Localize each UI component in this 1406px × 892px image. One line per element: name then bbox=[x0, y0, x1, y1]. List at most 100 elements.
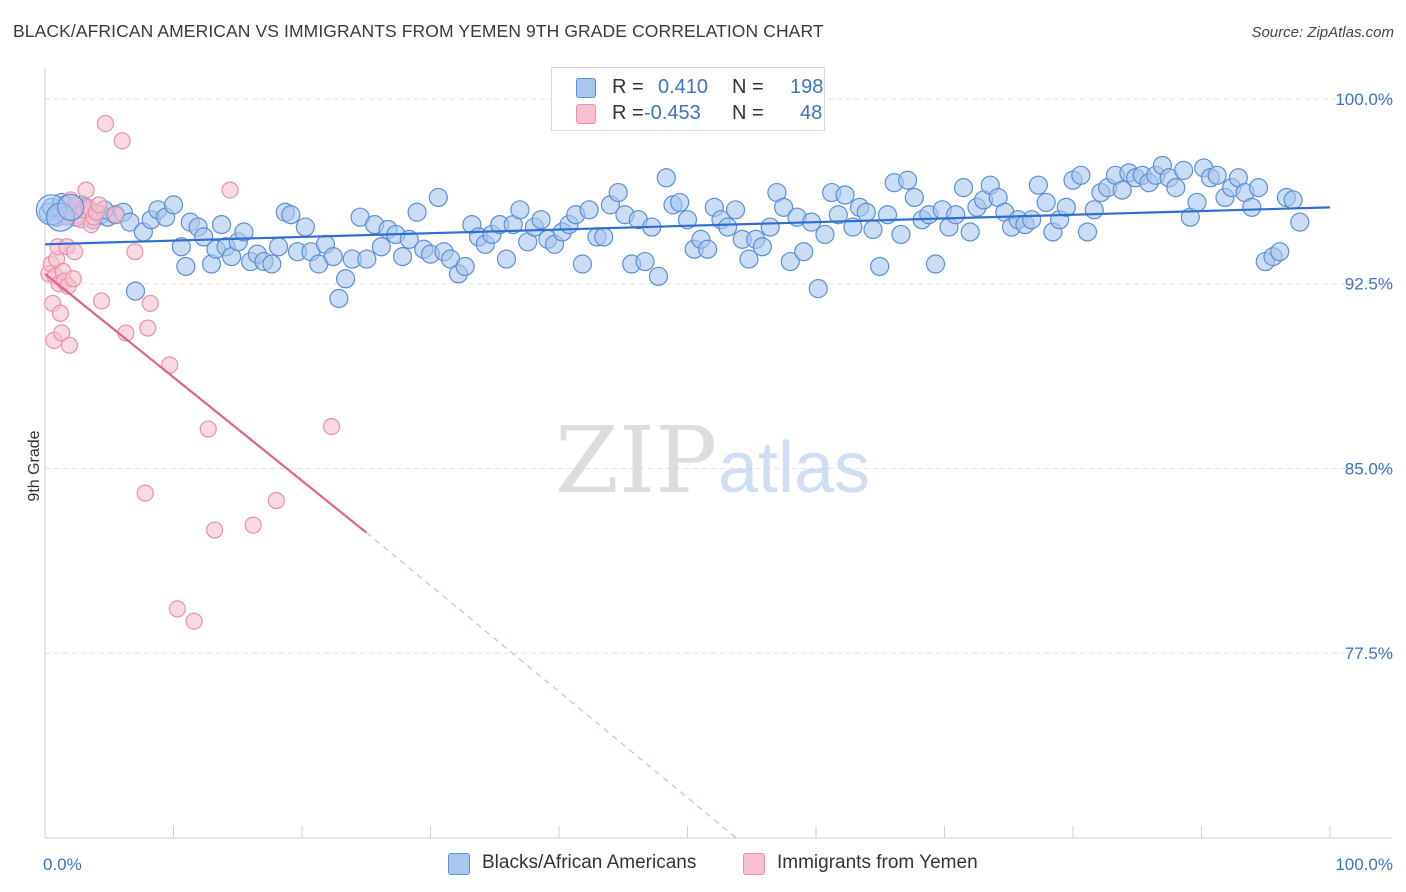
blacks-point bbox=[794, 242, 814, 262]
blacks-point bbox=[1283, 190, 1303, 210]
legend-r-value: -0.453 bbox=[644, 102, 701, 124]
blacks-point bbox=[428, 187, 448, 208]
y-tick-label: 85.0% bbox=[1345, 459, 1393, 478]
bottom-legend-label: Immigrants from Yemen bbox=[777, 852, 978, 873]
blacks-point bbox=[496, 249, 517, 269]
yemen-point bbox=[139, 319, 157, 337]
legend-n-label: N = bbox=[732, 102, 764, 124]
y-tick-label: 92.5% bbox=[1345, 275, 1393, 294]
blacks-point bbox=[1174, 160, 1194, 180]
blacks-point bbox=[835, 185, 855, 205]
blacks-point bbox=[1290, 212, 1310, 232]
blacks-point bbox=[670, 192, 690, 213]
blacks-point bbox=[1187, 192, 1207, 213]
blacks-point bbox=[335, 269, 356, 289]
blacks-point bbox=[725, 200, 746, 220]
legend-r-value: 0.410 bbox=[658, 76, 709, 98]
blacks-point bbox=[572, 254, 593, 274]
y-axis-label: 9th Grade bbox=[26, 430, 43, 502]
watermark-atlas: atlas bbox=[718, 428, 870, 508]
blacks-point bbox=[608, 182, 628, 203]
blacks-point bbox=[863, 219, 883, 240]
blacks-point bbox=[1028, 175, 1048, 195]
blacks-point bbox=[1077, 222, 1098, 242]
blacks-point bbox=[455, 256, 475, 277]
blacks-point bbox=[1166, 178, 1186, 198]
blacks-point bbox=[407, 202, 427, 222]
blacks-point bbox=[698, 239, 718, 259]
blacks-point bbox=[120, 212, 140, 232]
y-tick-label: 77.5% bbox=[1345, 644, 1393, 663]
yemen-point bbox=[113, 132, 131, 150]
blacks-point bbox=[579, 200, 599, 220]
yemen-trend-extension bbox=[365, 532, 737, 839]
chart-title: BLACK/AFRICAN AMERICAN VS IMMIGRANTS FRO… bbox=[13, 21, 824, 41]
yemen-point bbox=[199, 420, 217, 438]
yemen-point bbox=[60, 336, 79, 354]
yemen-trend-line bbox=[44, 273, 367, 534]
blacks-point bbox=[594, 227, 614, 247]
blacks-point bbox=[234, 222, 254, 242]
yemen-point bbox=[90, 196, 108, 214]
y-tick-label: 100.0% bbox=[1335, 90, 1393, 109]
yemen-point bbox=[168, 600, 186, 618]
blacks-point bbox=[739, 249, 759, 269]
blacks-point bbox=[677, 210, 698, 230]
blacks-point bbox=[262, 254, 282, 274]
yemen-point bbox=[77, 181, 95, 199]
blacks-point bbox=[176, 256, 196, 277]
yemen-point bbox=[65, 243, 84, 261]
yemen-point bbox=[244, 516, 262, 534]
blacks-point bbox=[357, 249, 377, 269]
blacks-point bbox=[953, 178, 974, 198]
blacks-point bbox=[1270, 242, 1290, 262]
yemen-point bbox=[136, 484, 154, 502]
blacks-point bbox=[323, 247, 343, 267]
blacks-point bbox=[1071, 165, 1091, 185]
bottom-legend-swatch-blue bbox=[448, 853, 470, 875]
blacks-point bbox=[1242, 197, 1262, 217]
blacks-point bbox=[125, 281, 146, 301]
blacks-point bbox=[1207, 165, 1227, 185]
legend-n-value: 48 bbox=[800, 102, 823, 124]
blacks-point bbox=[1112, 180, 1132, 200]
legend-n-label: N = bbox=[732, 76, 764, 98]
bottom-legend-label: Blacks/African Americans bbox=[482, 852, 697, 873]
blacks-point bbox=[904, 187, 924, 208]
blacks-point bbox=[891, 224, 911, 245]
blacks-trend-line bbox=[44, 206, 1331, 246]
blacks-point bbox=[281, 205, 301, 225]
blacks-point bbox=[1036, 192, 1056, 213]
blacks-point bbox=[371, 237, 391, 257]
x-tick-label: 0.0% bbox=[43, 855, 82, 874]
watermark-zip: ZIP bbox=[555, 407, 717, 514]
blacks-point bbox=[718, 217, 738, 237]
yemen-point bbox=[141, 294, 159, 313]
blacks-point bbox=[57, 193, 85, 221]
blacks-point bbox=[295, 217, 315, 237]
blacks-point bbox=[656, 168, 676, 188]
yemen-point bbox=[96, 114, 114, 133]
blacks-point bbox=[960, 222, 980, 242]
blacks-point bbox=[780, 251, 800, 272]
yemen-point bbox=[185, 612, 203, 630]
yemen-point bbox=[51, 304, 70, 322]
legend-swatch-pink bbox=[576, 104, 596, 124]
yemen-point bbox=[64, 270, 82, 288]
blacks-point bbox=[808, 279, 828, 299]
legend-r-label: R = bbox=[612, 102, 644, 124]
yemen-point bbox=[206, 521, 224, 539]
source-label: Source: ZipAtlas.com bbox=[1251, 24, 1394, 41]
blacks-point bbox=[828, 205, 848, 225]
blacks-point bbox=[1084, 200, 1104, 220]
blacks-point bbox=[329, 288, 349, 309]
blacks-point bbox=[635, 251, 655, 272]
blacks-point bbox=[760, 217, 780, 237]
blacks-point bbox=[856, 202, 876, 222]
legend-swatch-blue bbox=[576, 78, 596, 98]
blacks-point bbox=[211, 214, 232, 235]
blacks-point bbox=[268, 237, 289, 257]
blacks-point bbox=[392, 247, 413, 267]
correlation-legend: R = 0.410 N = 198 R = -0.453 N = 48 bbox=[551, 67, 825, 131]
